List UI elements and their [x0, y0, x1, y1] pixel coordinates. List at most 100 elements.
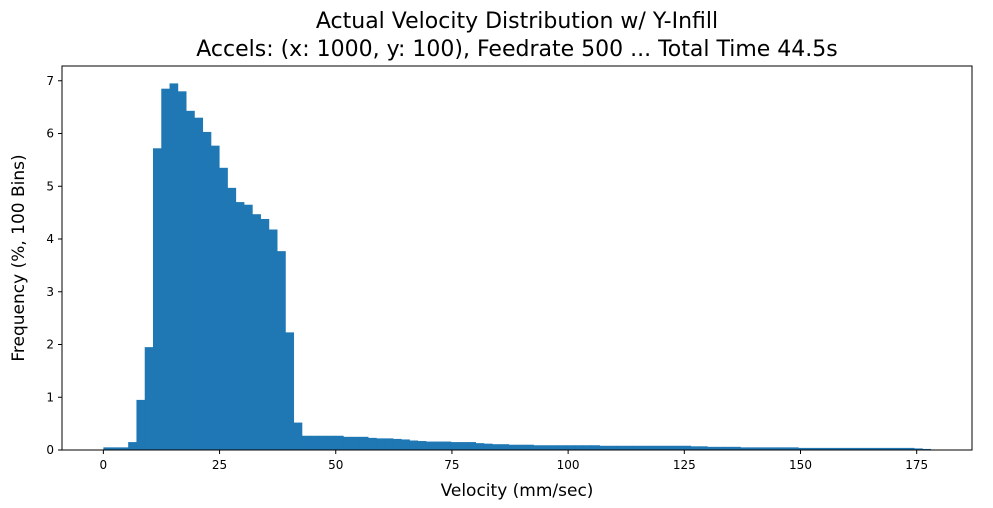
y-tick-label: 6 [46, 127, 54, 141]
histogram-bar [169, 83, 179, 451]
histogram-bar [558, 445, 568, 450]
histogram-bar [624, 445, 634, 450]
histogram-bar [376, 438, 386, 450]
histogram-bar [343, 436, 352, 450]
histogram-bar [467, 442, 477, 450]
histogram-bar [368, 437, 377, 450]
histogram-bars [103, 83, 932, 451]
histogram-bar [905, 447, 915, 450]
histogram-bar [823, 447, 832, 450]
histogram-bar [616, 445, 625, 450]
histogram-bar [442, 441, 452, 450]
histogram-bar [500, 444, 510, 450]
histogram-bar [426, 441, 435, 450]
histogram-bar [897, 447, 907, 450]
histogram-bar [351, 436, 361, 450]
histogram-bar [690, 446, 700, 450]
histogram-bar [533, 445, 543, 450]
histogram-bar [153, 148, 162, 451]
histogram-bar [252, 214, 261, 450]
histogram-bar [872, 447, 882, 450]
histogram-bar [128, 442, 137, 450]
histogram-bar [914, 448, 923, 450]
histogram-bar [641, 445, 650, 450]
histogram-bar [583, 445, 592, 450]
histogram-bar [715, 446, 725, 450]
histogram-bar [161, 88, 170, 450]
x-axis-label: Velocity (mm/sec) [441, 481, 594, 501]
plot-frame [61, 65, 973, 451]
histogram-bar [632, 445, 642, 450]
histogram-bar [723, 446, 733, 450]
y-tick-label: 3 [46, 285, 54, 299]
histogram-bar [111, 447, 121, 450]
histogram-bar [359, 436, 369, 450]
histogram-bar [649, 445, 659, 450]
histogram-bar [699, 446, 708, 450]
x-tick-label: 0 [100, 458, 108, 472]
histogram-bar [781, 447, 791, 450]
histogram-bar [707, 446, 716, 450]
histogram-bar [732, 446, 741, 450]
histogram-bar [756, 447, 766, 450]
histogram-bar [806, 447, 816, 450]
histogram-bar [409, 440, 419, 450]
histogram-bar [285, 332, 295, 450]
histogram-bar [541, 445, 551, 450]
histogram-bar [244, 204, 253, 450]
histogram-bar [335, 435, 344, 450]
histogram-bar [517, 444, 526, 450]
histogram-bar [293, 422, 303, 450]
histogram-bar [384, 438, 394, 450]
y-tick-label: 2 [46, 338, 54, 352]
y-tick-label: 0 [46, 443, 54, 457]
histogram-bar [119, 447, 129, 450]
x-tick-label: 75 [444, 458, 459, 472]
histogram-bar [665, 445, 675, 450]
histogram-bar [310, 435, 319, 450]
histogram-bar [301, 435, 311, 450]
histogram-bar [227, 187, 237, 450]
histogram-bar [566, 445, 576, 450]
histogram-bar [889, 447, 898, 450]
histogram-bar [459, 442, 468, 450]
histogram-bar [235, 202, 245, 450]
histogram-bar [434, 441, 443, 450]
histogram-bar [740, 447, 750, 450]
histogram-bar [136, 399, 146, 450]
histogram-bar [417, 441, 427, 450]
y-tick-label: 4 [46, 232, 54, 246]
histogram-bar [392, 438, 402, 450]
histogram-bar [790, 447, 799, 450]
y-axis-label: Frequency (%, 100 Bins) [9, 154, 29, 361]
histogram-bar [144, 347, 154, 450]
histogram-bar [674, 445, 683, 450]
y-tick-label: 1 [46, 390, 54, 404]
histogram-bar [450, 442, 460, 450]
histogram-bar [525, 444, 534, 450]
x-tick-label: 175 [905, 458, 928, 472]
histogram-bar [186, 110, 195, 450]
histogram-bar [856, 447, 865, 450]
x-tick-label: 25 [212, 458, 227, 472]
histogram-bar [268, 229, 278, 450]
histogram-bar [508, 444, 518, 450]
y-axis-ticks: 0 1 2 3 4 5 6 7 [46, 74, 62, 457]
histogram-bar [839, 447, 849, 450]
histogram-bar [202, 131, 212, 450]
histogram-bar [475, 443, 485, 450]
histogram-bar [814, 447, 824, 450]
histogram-bar [483, 443, 493, 450]
chart-title-line2: Accels: (x: 1000, y: 100), Feedrate 500 … [196, 37, 838, 62]
x-axis-ticks: 0 25 50 75 100 125 150 175 [100, 450, 928, 472]
histogram-bar [574, 445, 584, 450]
x-tick-label: 150 [789, 458, 812, 472]
histogram-bar [591, 445, 601, 450]
chart-title-line1: Actual Velocity Distribution w/ Y-Infill [316, 9, 718, 34]
histogram-bar [831, 447, 841, 450]
histogram-bar [864, 447, 874, 450]
histogram-bar [657, 445, 667, 450]
histogram-bar [881, 447, 890, 450]
histogram-bar [847, 447, 857, 450]
